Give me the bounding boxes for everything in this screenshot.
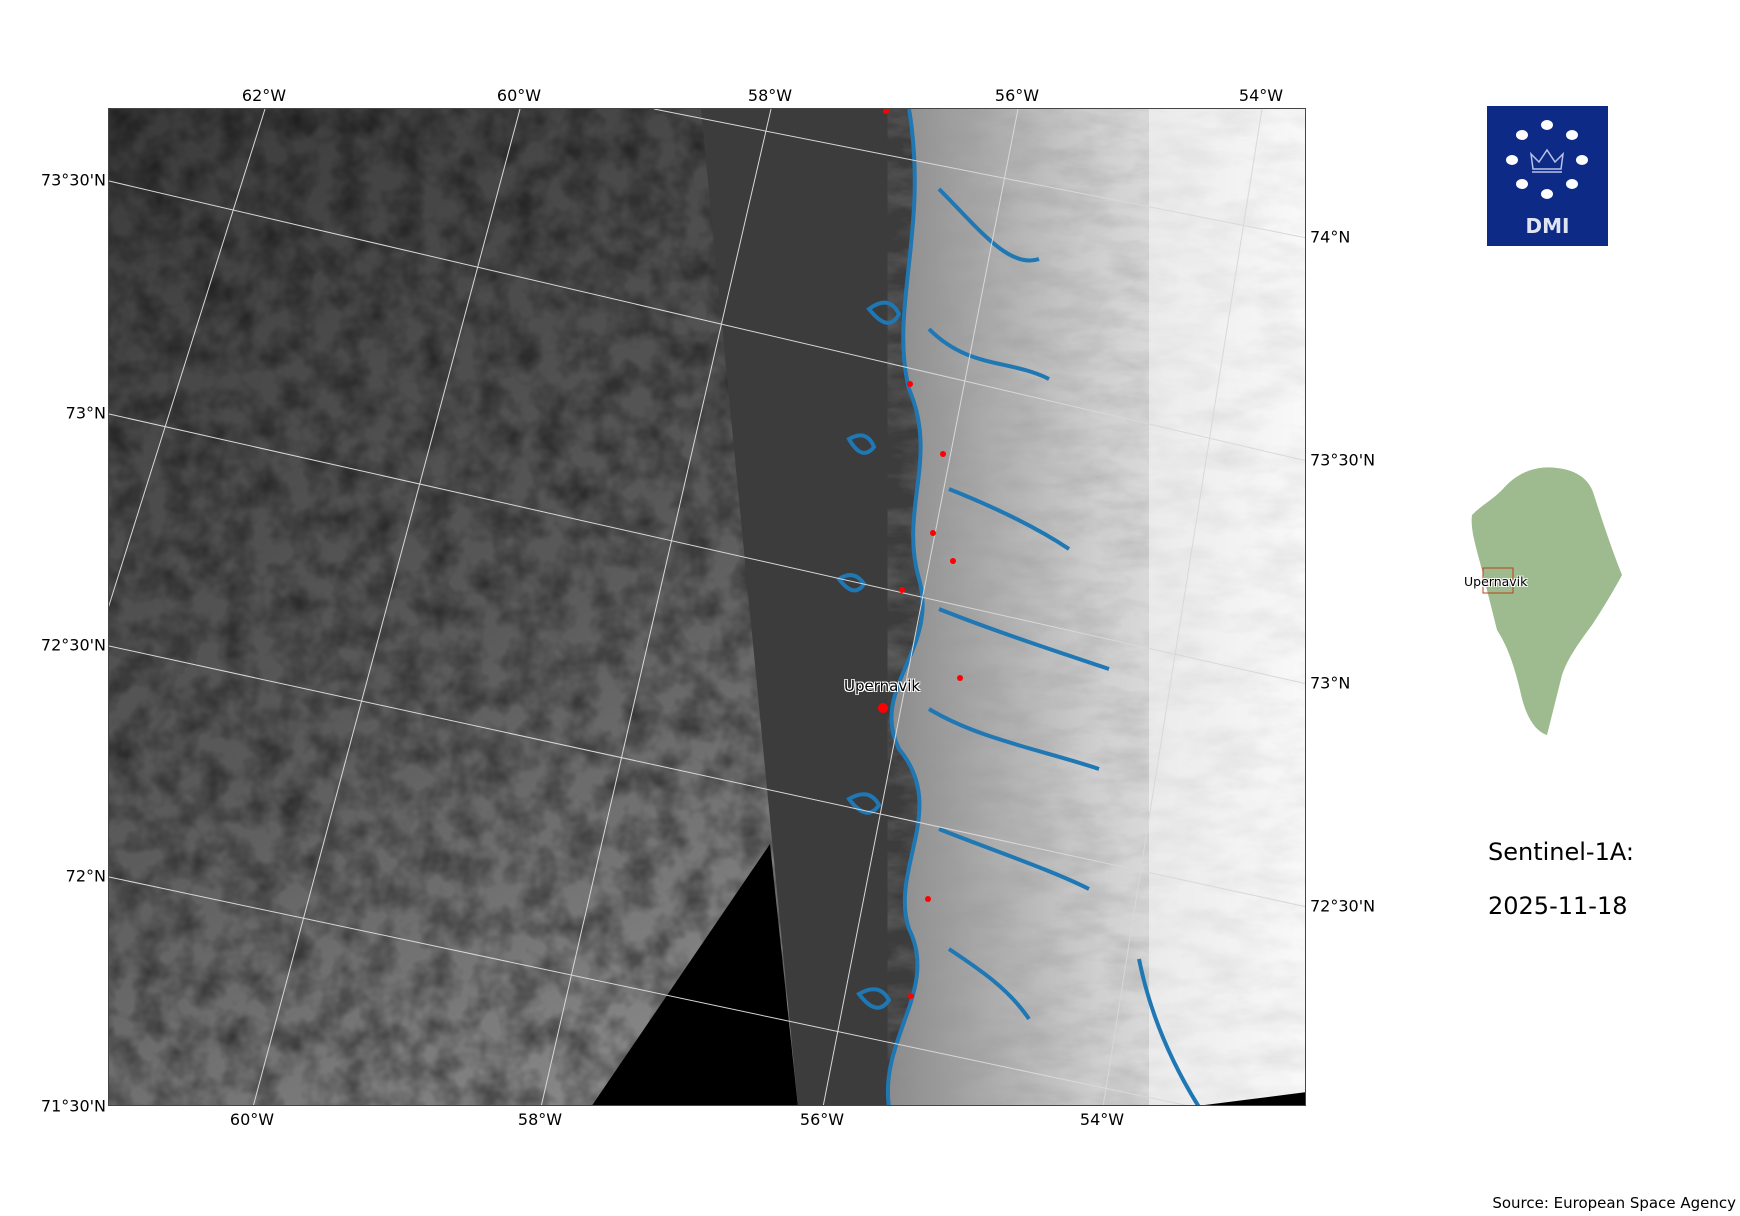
lat-label-right: 72°30'N <box>1310 896 1376 916</box>
lon-label-top: 58°W <box>747 86 793 105</box>
lat-label-left: 73°N <box>65 403 106 423</box>
sar-image <box>109 109 1305 1105</box>
inset-label: Upernavik <box>1464 574 1528 589</box>
satellite-name: Sentinel-1A: <box>1488 838 1634 866</box>
source-credit: Source: European Space Agency <box>1492 1194 1736 1212</box>
lon-label-top: 54°W <box>1238 86 1284 105</box>
lon-label-bottom: 56°W <box>799 1110 845 1129</box>
upernavik-marker <box>878 703 888 713</box>
lon-label-top: 56°W <box>994 86 1040 105</box>
lat-label-left: 71°30'N <box>40 1096 106 1116</box>
lat-label-right: 73°30'N <box>1310 450 1376 470</box>
logo-text: DMI <box>1525 214 1570 238</box>
dmi-logo: DMI <box>1487 106 1608 246</box>
lat-label-right: 73°N <box>1310 673 1351 693</box>
greenland-inset-map <box>1471 467 1622 735</box>
lon-label-bottom: 58°W <box>517 1110 563 1129</box>
inset-extent-box <box>1482 567 1514 594</box>
sar-map[interactable]: Upernavik <box>108 108 1306 1106</box>
coastline <box>836 109 1201 1105</box>
crown-icon <box>1506 120 1588 199</box>
graticule <box>109 109 1305 1105</box>
lon-label-top: 62°W <box>241 86 287 105</box>
lat-label-right: 74°N <box>1310 227 1351 247</box>
no-data-area <box>592 844 798 1105</box>
lon-label-bottom: 54°W <box>1079 1110 1125 1129</box>
lon-label-bottom: 60°W <box>229 1110 275 1129</box>
settlements <box>878 109 963 999</box>
place-label-upernavik: Upernavik <box>844 677 921 695</box>
lat-label-left: 72°N <box>65 866 106 886</box>
acquisition-date: 2025-11-18 <box>1488 892 1628 920</box>
lon-label-top: 60°W <box>496 86 542 105</box>
lat-label-left: 73°30'N <box>40 170 106 190</box>
lat-label-left: 72°30'N <box>40 635 106 655</box>
